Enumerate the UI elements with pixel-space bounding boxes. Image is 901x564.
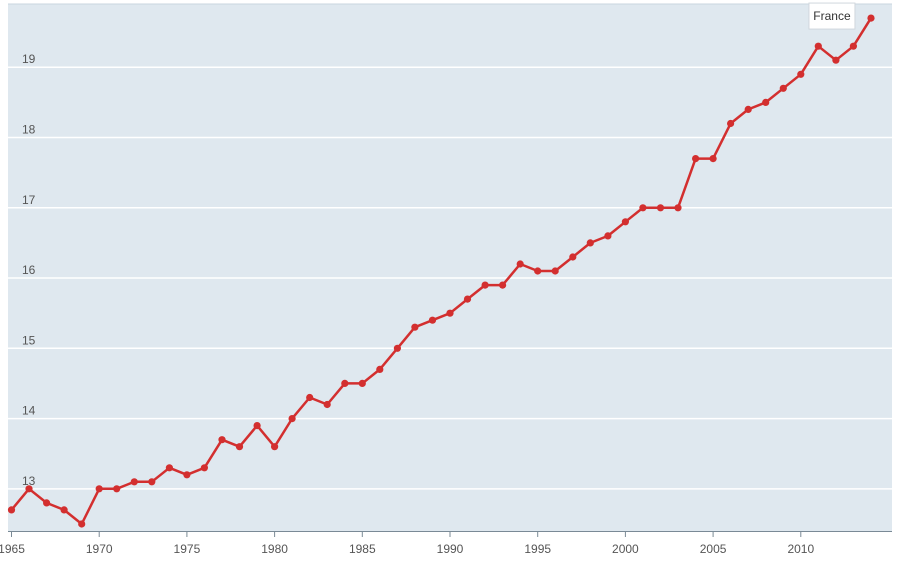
data-point-1980[interactable] bbox=[271, 443, 279, 451]
data-point-1996[interactable] bbox=[551, 267, 559, 275]
series-layer bbox=[7, 14, 875, 528]
y-tick-label-17: 17 bbox=[22, 193, 36, 207]
y-tick-label-16: 16 bbox=[22, 263, 36, 277]
x-tick-label-1980: 1980 bbox=[261, 542, 288, 556]
y-tick-label-13: 13 bbox=[22, 474, 36, 488]
x-tick-label-2000: 2000 bbox=[612, 542, 639, 556]
data-point-2000[interactable] bbox=[621, 218, 630, 226]
data-point-1992[interactable] bbox=[481, 281, 489, 289]
x-tick-label-1985: 1985 bbox=[349, 542, 376, 556]
y-tick-label-19: 19 bbox=[22, 52, 36, 66]
data-point-2011[interactable] bbox=[814, 42, 822, 50]
data-point-2001[interactable] bbox=[639, 204, 647, 212]
data-point-2008[interactable] bbox=[762, 98, 770, 106]
y-tick-label-14: 14 bbox=[22, 404, 36, 418]
data-point-1975[interactable] bbox=[183, 471, 191, 479]
data-point-1989[interactable] bbox=[428, 316, 437, 324]
data-point-1965[interactable] bbox=[7, 506, 16, 514]
data-point-1997[interactable] bbox=[569, 253, 577, 261]
data-point-1986[interactable] bbox=[376, 365, 384, 373]
data-point-1998[interactable] bbox=[586, 239, 594, 247]
data-point-1991[interactable] bbox=[463, 295, 472, 303]
y-axis: 13 14 15 16 17 18 19 bbox=[22, 52, 36, 488]
data-point-1988[interactable] bbox=[411, 323, 419, 331]
data-point-1995[interactable] bbox=[534, 267, 542, 275]
data-point-2006[interactable] bbox=[727, 119, 735, 128]
legend-label-0: France bbox=[813, 9, 851, 23]
data-point-1994[interactable] bbox=[516, 260, 524, 268]
data-point-1967[interactable] bbox=[43, 499, 51, 507]
data-point-1977[interactable] bbox=[218, 436, 226, 444]
x-tick-label-1990: 1990 bbox=[437, 542, 464, 556]
series-line-0 bbox=[10, 16, 873, 526]
data-point-2012[interactable] bbox=[832, 56, 840, 64]
data-point-2007[interactable] bbox=[744, 105, 752, 113]
data-point-1999[interactable] bbox=[604, 232, 612, 240]
data-point-1968[interactable] bbox=[60, 506, 68, 514]
legend-box bbox=[808, 2, 856, 30]
gridlines bbox=[8, 3, 892, 490]
x-tick-label-1970: 1970 bbox=[86, 542, 113, 556]
data-point-1978[interactable] bbox=[235, 443, 244, 451]
data-point-1985[interactable] bbox=[358, 379, 366, 387]
data-point-1973[interactable] bbox=[148, 478, 156, 486]
data-point-2003[interactable] bbox=[674, 204, 682, 212]
data-point-2010[interactable] bbox=[797, 70, 805, 78]
data-point-2009[interactable] bbox=[779, 84, 787, 92]
data-point-1966[interactable] bbox=[25, 485, 33, 493]
data-point-1981[interactable] bbox=[288, 415, 296, 423]
x-tick-label-2005: 2005 bbox=[700, 542, 727, 556]
data-point-1987[interactable] bbox=[393, 344, 401, 352]
data-point-2013[interactable] bbox=[849, 42, 858, 50]
y-tick-label-15: 15 bbox=[22, 333, 36, 347]
x-tick-label-1965: 1965 bbox=[0, 542, 25, 556]
data-point-1993[interactable] bbox=[499, 281, 507, 289]
x-tick-label-1975: 1975 bbox=[174, 542, 201, 556]
data-point-1970[interactable] bbox=[95, 485, 103, 493]
data-point-1979[interactable] bbox=[253, 422, 261, 430]
x-axis: 1965 1970 1975 1980 1985 1990 1995 2000 2005 2010 bbox=[0, 531, 814, 556]
y-tick-label-18: 18 bbox=[22, 123, 36, 137]
data-point-2004[interactable] bbox=[692, 155, 700, 163]
data-point-1982[interactable] bbox=[306, 393, 314, 402]
data-point-2005[interactable] bbox=[709, 155, 717, 163]
x-tick-label-2010: 2010 bbox=[787, 542, 814, 556]
data-point-1976[interactable] bbox=[200, 464, 208, 472]
data-point-1974[interactable] bbox=[165, 464, 173, 472]
data-point-2002[interactable] bbox=[656, 204, 665, 212]
legend: France bbox=[808, 2, 856, 30]
data-point-1984[interactable] bbox=[341, 379, 349, 387]
data-point-1983[interactable] bbox=[323, 400, 331, 409]
data-point-2014[interactable] bbox=[867, 14, 875, 22]
plot-area bbox=[8, 4, 892, 531]
data-point-1972[interactable] bbox=[130, 478, 138, 486]
data-point-1971[interactable] bbox=[113, 485, 121, 493]
x-tick-label-1995: 1995 bbox=[524, 542, 551, 556]
data-point-1990[interactable] bbox=[446, 309, 454, 317]
data-point-1969[interactable] bbox=[78, 520, 86, 528]
